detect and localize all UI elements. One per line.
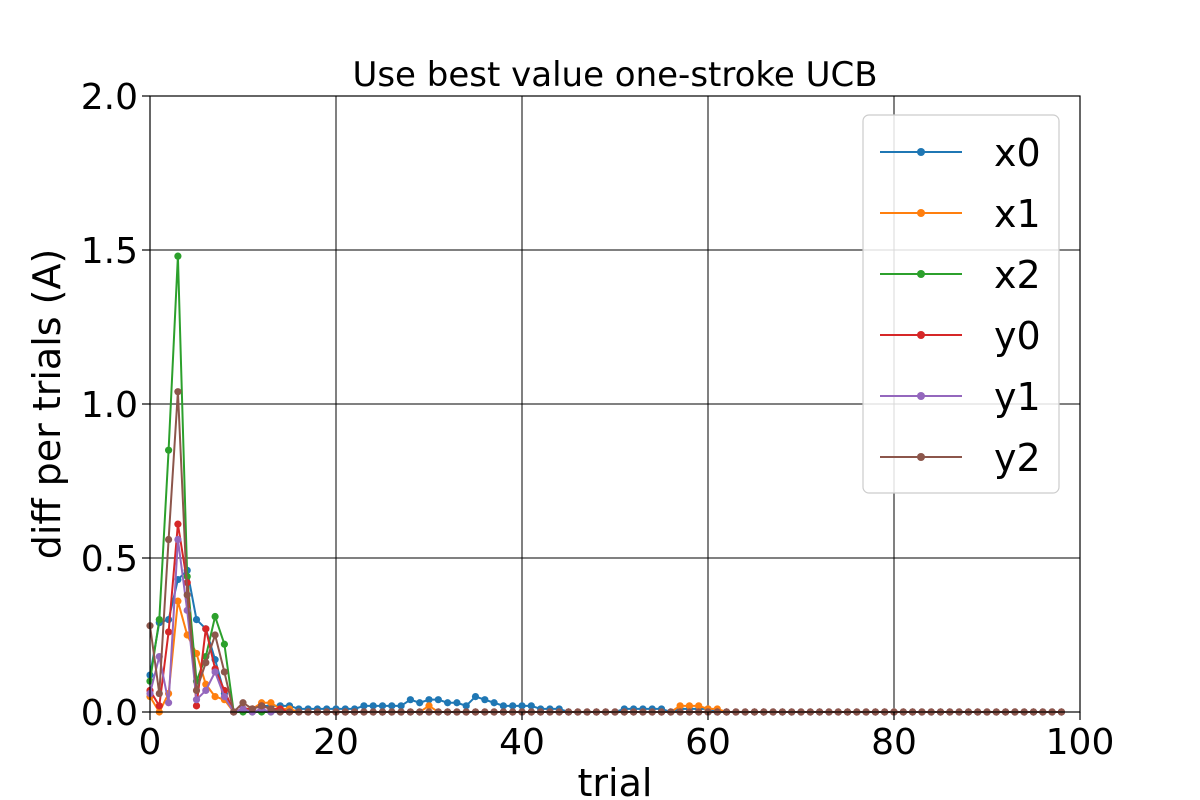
data-point-y0 <box>202 625 210 633</box>
legend-label: x0 <box>994 131 1041 175</box>
data-point-x2 <box>174 252 182 260</box>
data-point-x0 <box>499 702 507 710</box>
legend-entry-y1: y1 <box>880 375 1041 419</box>
data-point-x0 <box>397 702 405 710</box>
data-point-x1 <box>676 702 684 710</box>
legend-entry-x2: x2 <box>880 253 1041 297</box>
y-tick-label: 1.0 <box>81 385 138 426</box>
data-point-y1 <box>220 693 228 701</box>
y-axis-ticks: 0.0 0.5 1.0 1.5 2.0 <box>81 77 150 734</box>
data-point-y0 <box>165 628 173 636</box>
legend-box <box>862 114 1060 494</box>
data-point-x0 <box>453 699 461 707</box>
data-point-y2 <box>202 659 210 667</box>
data-point-x0 <box>527 702 535 710</box>
data-point-y2 <box>174 388 182 396</box>
x-axis-label: trial <box>578 761 653 800</box>
data-point-y1 <box>192 696 201 704</box>
y-tick-label: 0.0 <box>81 693 138 734</box>
chart-title: Use best value one-stroke UCB <box>352 55 877 95</box>
data-point-y1 <box>165 699 173 707</box>
data-point-x0 <box>518 702 526 710</box>
legend-label: y1 <box>994 375 1041 419</box>
data-point-y2 <box>220 668 228 676</box>
data-point-y2 <box>258 702 266 710</box>
legend-swatch-marker <box>917 148 925 156</box>
legend-swatch-marker <box>917 453 925 461</box>
data-point-y0 <box>192 702 201 710</box>
data-point-y1 <box>202 686 210 695</box>
data-point-x0 <box>378 702 387 710</box>
data-point-y2 <box>165 535 173 544</box>
data-point-y0 <box>174 520 182 528</box>
data-point-x0 <box>471 693 480 701</box>
data-point-y2 <box>192 686 201 695</box>
data-point-x0 <box>369 702 377 710</box>
data-point-x0 <box>434 696 442 704</box>
data-point-y2 <box>267 705 275 713</box>
data-point-y2 <box>248 705 256 713</box>
x-tick-label: 0 <box>139 722 162 763</box>
data-point-x1 <box>425 702 433 710</box>
y-axis-label: diff per trials (A) <box>25 249 69 560</box>
data-point-x0 <box>416 699 424 707</box>
data-point-y0 <box>155 702 163 710</box>
x-tick-label: 20 <box>313 722 359 763</box>
data-point-x2 <box>211 612 219 621</box>
data-point-y2 <box>211 631 219 639</box>
data-point-x0 <box>388 702 396 710</box>
data-point-x1 <box>211 693 219 701</box>
legend-swatch-marker <box>917 209 925 217</box>
data-point-y1 <box>211 668 219 676</box>
data-point-x2 <box>155 616 163 624</box>
legend-swatch-marker <box>917 392 925 400</box>
data-point-x2 <box>220 640 228 648</box>
legend-label: x1 <box>994 192 1041 236</box>
data-point-y2 <box>155 689 163 698</box>
data-point-x0 <box>444 699 452 707</box>
legend-entry-x1: x1 <box>880 192 1041 236</box>
data-point-x0 <box>360 702 368 710</box>
data-point-x0 <box>425 696 433 704</box>
legend-entry-y2: y2 <box>880 436 1041 480</box>
data-point-x1 <box>267 699 275 707</box>
legend-label: y2 <box>994 436 1041 480</box>
data-point-x1 <box>174 597 182 605</box>
data-point-x0 <box>462 702 470 710</box>
legend-label: y0 <box>994 314 1041 358</box>
data-point-y2 <box>183 591 191 599</box>
legend-swatch-marker <box>917 270 925 278</box>
data-point-x0 <box>192 616 201 624</box>
x-tick-label: 100 <box>1046 722 1115 763</box>
data-point-y1 <box>239 705 247 713</box>
x-tick-label: 60 <box>685 722 731 763</box>
data-point-x0 <box>490 699 498 707</box>
data-point-y1 <box>174 535 182 544</box>
x-tick-label: 80 <box>871 722 917 763</box>
legend-entry-x0: x0 <box>880 131 1041 175</box>
x-tick-label: 40 <box>499 722 545 763</box>
data-point-x1 <box>685 702 694 710</box>
data-point-x0 <box>406 696 414 704</box>
legend-entry-y0: y0 <box>880 314 1041 358</box>
data-point-x0 <box>509 702 517 710</box>
data-point-y2 <box>239 699 247 707</box>
y-tick-label: 0.5 <box>81 539 138 580</box>
data-point-x0 <box>481 696 489 704</box>
legend-label: x2 <box>994 253 1041 297</box>
y-tick-label: 1.5 <box>81 231 138 272</box>
x-axis-ticks: 0 20 40 60 80 100 <box>139 712 1115 763</box>
data-point-x2 <box>165 446 173 454</box>
data-point-x1 <box>695 702 703 710</box>
legend-swatch-marker <box>917 331 925 339</box>
y-tick-label: 2.0 <box>81 77 138 118</box>
legend: x0 x1 x2 y0 y1 y2 <box>862 114 1060 494</box>
